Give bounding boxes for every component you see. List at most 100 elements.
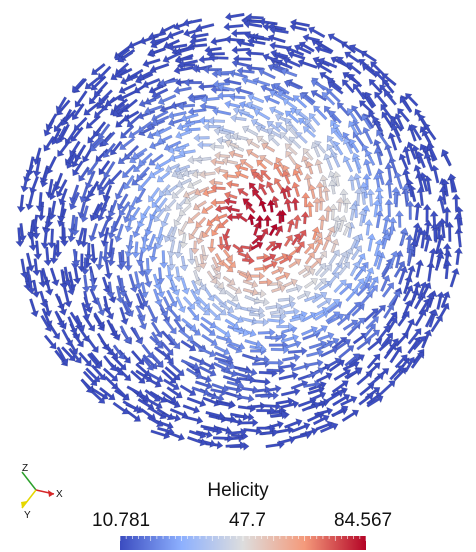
vector-arrow-glyph <box>364 329 381 343</box>
vector-arrow-glyph <box>305 358 324 368</box>
vector-arrow-glyph <box>191 279 201 296</box>
vector-arrow-glyph <box>423 175 433 195</box>
vector-arrow-glyph <box>148 186 161 203</box>
vector-arrow-glyph <box>283 278 298 288</box>
vector-arrow-glyph <box>237 251 252 260</box>
vector-arrow-glyph <box>308 112 321 127</box>
vector-arrow-glyph <box>256 159 268 170</box>
vector-arrow-glyph <box>341 79 355 94</box>
vector-arrow-glyph <box>181 317 197 331</box>
vector-arrow-glyph <box>143 257 153 276</box>
vector-arrow-glyph <box>59 269 69 290</box>
legend-title: Helicity <box>207 480 269 501</box>
vector-arrow-glyph <box>217 83 236 93</box>
vector-arrow-glyph <box>337 251 348 266</box>
vector-arrow-glyph <box>59 227 69 247</box>
vector-arrow-glyph <box>348 138 360 154</box>
vector-arrow-glyph <box>147 371 164 383</box>
vector-arrow-glyph <box>411 281 422 301</box>
vector-arrow-glyph <box>249 344 267 354</box>
vector-arrow-glyph <box>405 200 415 220</box>
vector-arrow-glyph <box>303 292 322 303</box>
vector-arrow-glyph <box>210 387 228 397</box>
vector-arrow-glyph <box>43 334 57 350</box>
vector-arrow-glyph <box>346 62 362 75</box>
vector-arrow-glyph <box>326 143 338 159</box>
vector-arrow-glyph <box>43 119 55 137</box>
vector-arrow-glyph <box>374 185 384 204</box>
vector-arrow-glyph <box>166 29 185 40</box>
vector-arrow-glyph <box>267 134 281 147</box>
vector-arrow-glyph <box>328 203 338 221</box>
vector-arrow-glyph <box>294 109 309 121</box>
vector-arrow-glyph <box>428 309 439 328</box>
vector-arrow-glyph <box>156 267 166 285</box>
vector-arrow-glyph <box>441 149 452 166</box>
vector-arrow-glyph <box>282 98 298 111</box>
vector-arrow-glyph <box>157 426 175 436</box>
vector-arrow-glyph <box>81 274 91 293</box>
vector-arrow-glyph <box>154 158 172 170</box>
vector-arrow-glyph <box>423 152 434 171</box>
vector-arrow-glyph <box>246 138 261 149</box>
vector-arrow-glyph <box>407 328 422 345</box>
vector-arrow-glyph <box>364 91 377 108</box>
vector-arrow-glyph <box>68 191 80 211</box>
vector-arrow-glyph <box>232 106 250 116</box>
vector-arrow-glyph <box>314 310 330 321</box>
vector-arrow-glyph <box>105 344 119 360</box>
vector-arrow-glyph <box>380 274 391 292</box>
vector-arrow-glyph <box>348 44 367 56</box>
vector-arrow-glyph <box>397 107 410 123</box>
vector-arrow-glyph <box>183 78 203 88</box>
vector-arrow-glyph <box>307 367 325 379</box>
vector-arrow-glyph <box>252 317 270 327</box>
legend-max-label: 84.567 <box>334 510 393 531</box>
vector-arrow-glyph <box>311 291 328 304</box>
vector-arrow-glyph <box>114 223 124 243</box>
vector-arrow-glyph <box>375 168 385 186</box>
vector-arrow-glyph <box>192 200 207 211</box>
vector-arrow-glyph <box>399 227 409 246</box>
vector-arrow-glyph <box>348 73 363 88</box>
vector-arrow-glyph <box>201 333 218 346</box>
vector-arrow-glyph <box>283 79 301 90</box>
vector-arrow-glyph <box>74 90 88 108</box>
vector-arrow-glyph <box>252 77 271 87</box>
vector-arrow-glyph <box>89 243 99 265</box>
vector-arrow-glyph <box>306 348 324 358</box>
vector-arrow-glyph <box>402 145 411 166</box>
vector-arrow-glyph <box>302 147 314 161</box>
vector-arrow-glyph <box>197 346 217 358</box>
vector-arrow-glyph <box>295 241 305 254</box>
vector-arrow-glyph <box>342 197 352 213</box>
vector-arrow-glyph <box>88 223 99 242</box>
colorbar-ticks <box>120 536 366 541</box>
legend-mid-label: 47.7 <box>229 510 266 531</box>
vector-arrow-glyph <box>176 177 192 189</box>
vector-arrow-glyph <box>313 278 327 291</box>
vector-arrow-glyph <box>364 219 374 236</box>
vector-arrow-glyph <box>107 220 117 240</box>
vector-arrow-glyph <box>238 367 258 377</box>
vector-arrow-glyph <box>207 116 225 126</box>
vector-arrow-glyph <box>322 235 332 251</box>
vector-arrow-glyph <box>228 149 244 159</box>
vector-arrow-glyph <box>299 92 315 106</box>
vector-arrow-glyph <box>330 127 345 143</box>
vector-arrow-glyph <box>376 129 389 147</box>
vector-arrow-glyph <box>178 328 194 342</box>
vector-arrow-glyph <box>271 311 287 321</box>
vector-arrow-glyph <box>176 121 196 132</box>
vector-arrow-glyph <box>323 205 333 222</box>
vector-arrow-glyph <box>258 277 273 287</box>
vector-arrow-glyph <box>85 367 101 383</box>
vector-arrow-glyph <box>73 116 88 132</box>
vector-arrow-glyph <box>321 91 336 106</box>
vector-arrow-glyph <box>218 218 229 229</box>
vector-arrow-glyph <box>211 256 222 273</box>
vector-arrow-glyph <box>333 279 347 294</box>
vector-arrow-glyph <box>161 391 177 404</box>
vector-arrow-glyph <box>263 214 273 227</box>
